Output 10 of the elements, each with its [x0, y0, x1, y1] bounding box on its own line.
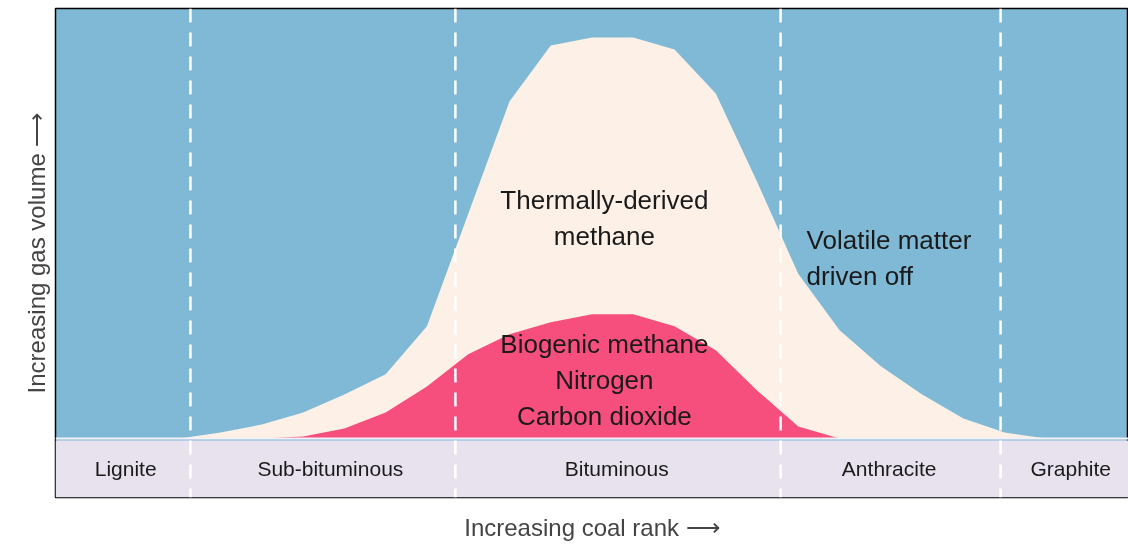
series-label: Biogenic methane Nitrogen Carbon dioxide — [500, 329, 709, 432]
y-axis-title: Increasing gas volume ⟶ — [22, 112, 50, 394]
series-label: Thermally-derived methane — [500, 184, 709, 251]
text: Sub-bituminous — [257, 457, 404, 481]
text: Lignite — [94, 457, 157, 481]
text: Graphite — [1030, 457, 1111, 481]
annotation: Volatile matter driven off — [806, 225, 972, 292]
text: Anthracite — [841, 457, 937, 481]
text: Bituminous — [564, 457, 669, 481]
x-axis-title: Increasing coal rank ⟶ — [464, 513, 720, 541]
